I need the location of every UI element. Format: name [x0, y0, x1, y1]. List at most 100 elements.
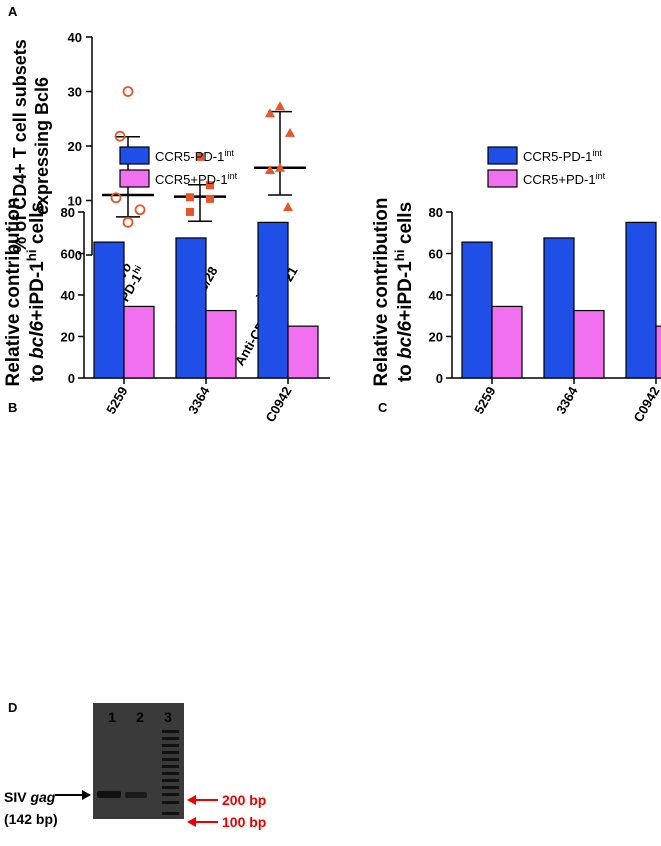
point: [275, 101, 285, 111]
x-tick-label: 3364: [185, 383, 213, 416]
ladder: [162, 730, 179, 815]
ladder-band: [162, 737, 179, 740]
y-tick-label: 10: [68, 194, 82, 209]
marker-label: 100 bp: [222, 814, 266, 830]
point: [122, 216, 134, 228]
legend-swatch: [487, 169, 518, 188]
text-run: CCR5+PD-1: [155, 172, 228, 187]
bar: [573, 309, 605, 379]
lane-label: 1: [108, 709, 116, 725]
ladder-band: [162, 812, 179, 815]
legend-label: CCR5+PD-1int: [523, 171, 606, 187]
ladder-band: [162, 793, 179, 796]
lane-label: 2: [136, 709, 144, 725]
bar: [543, 237, 575, 379]
ladder-band: [162, 730, 179, 733]
bar: [205, 309, 237, 379]
panel-label: D: [8, 700, 17, 715]
x-tick-label: C0942: [630, 384, 661, 425]
arrow-head: [187, 795, 196, 805]
text-run: % of CD4+ T cell subsets: [10, 39, 30, 253]
point: [122, 86, 134, 97]
y-tick-label: 0: [68, 371, 75, 386]
bar: [491, 305, 523, 379]
text-run: to: [395, 359, 416, 382]
y-axis-title: Relative contribution: [3, 198, 24, 387]
text-run: int: [228, 171, 238, 181]
ladder-band: [162, 779, 179, 782]
legend-label: CCR5-PD-1int: [155, 148, 234, 164]
gel-band: [97, 791, 121, 798]
panel-label: B: [8, 400, 17, 415]
gel-band: [125, 792, 147, 798]
point: [196, 152, 204, 161]
text-run: bcl6: [395, 320, 416, 358]
panel-label: C: [378, 400, 388, 415]
ladder-band: [162, 786, 179, 789]
y-tick-label: 40: [61, 288, 75, 303]
point: [186, 193, 194, 202]
y-axis-title: to bcl6+iPD-1hi cells: [392, 202, 417, 382]
band-label: (142 bp): [4, 811, 58, 827]
bar: [461, 241, 493, 379]
text-run: cells: [395, 202, 416, 250]
text-run: Relative contribution: [3, 198, 24, 387]
point: [285, 127, 295, 137]
legend-swatch: [119, 146, 150, 165]
text-run: CCR5-PD-1: [155, 149, 224, 164]
text-run: int: [596, 171, 606, 181]
y-tick-label: 30: [68, 85, 82, 100]
y-tick-label: 20: [61, 330, 75, 345]
text-run: SIV: [4, 789, 30, 805]
y-axis-title: % of CD4+ T cell subsets: [10, 39, 30, 253]
ladder-band: [162, 751, 179, 754]
point: [283, 202, 293, 212]
bar: [257, 221, 289, 379]
point: [134, 204, 146, 216]
y-axis-title: to bcl6+iPD-1hi cells: [24, 202, 49, 382]
marker-label: 200 bp: [222, 792, 266, 808]
bar: [93, 241, 125, 379]
ladder-band: [162, 758, 179, 761]
y-axis-title: Relative contribution: [371, 198, 392, 387]
text-run: expressing Bcl6: [32, 77, 52, 215]
text-run: cells: [27, 202, 48, 250]
point: [114, 130, 126, 142]
bar: [625, 221, 657, 379]
y-tick-label: 80: [61, 205, 75, 220]
y-axis-title: expressing Bcl6: [32, 77, 52, 215]
ladder-band: [162, 744, 179, 747]
point: [186, 207, 194, 216]
band-label: SIV gag: [4, 789, 56, 805]
ladder-band: [162, 765, 179, 768]
y-tick-label: 60: [61, 247, 75, 262]
y-tick-label: 60: [429, 247, 443, 262]
text-run: to: [27, 359, 48, 382]
y-tick-label: 0: [75, 248, 82, 263]
point: [265, 164, 275, 174]
x-tick-label: C0942: [262, 384, 294, 425]
bar: [287, 325, 319, 379]
text-run: gag: [29, 789, 55, 805]
x-tick-label: 5259: [471, 384, 498, 417]
arrow-head: [187, 817, 196, 827]
arrow-head: [82, 790, 91, 800]
bar: [175, 237, 207, 379]
x-tick-label: 3364: [553, 383, 581, 416]
point: [275, 162, 285, 172]
bar: [123, 305, 155, 379]
ladder-band: [162, 801, 179, 804]
text-run: int: [592, 148, 602, 158]
text-run: +iPD-1: [27, 261, 48, 321]
x-tick-label: 5259: [103, 384, 130, 417]
y-tick-label: 40: [429, 288, 443, 303]
text-run: hi: [392, 249, 407, 261]
legend-label: CCR5+PD-1int: [155, 171, 238, 187]
text-run: (142 bp): [4, 811, 58, 827]
legend-swatch: [487, 146, 518, 165]
y-tick-label: 20: [68, 139, 82, 154]
legend-swatch: [119, 169, 150, 188]
legend-label: CCR5-PD-1int: [523, 148, 602, 164]
lane-label: 3: [164, 709, 172, 725]
